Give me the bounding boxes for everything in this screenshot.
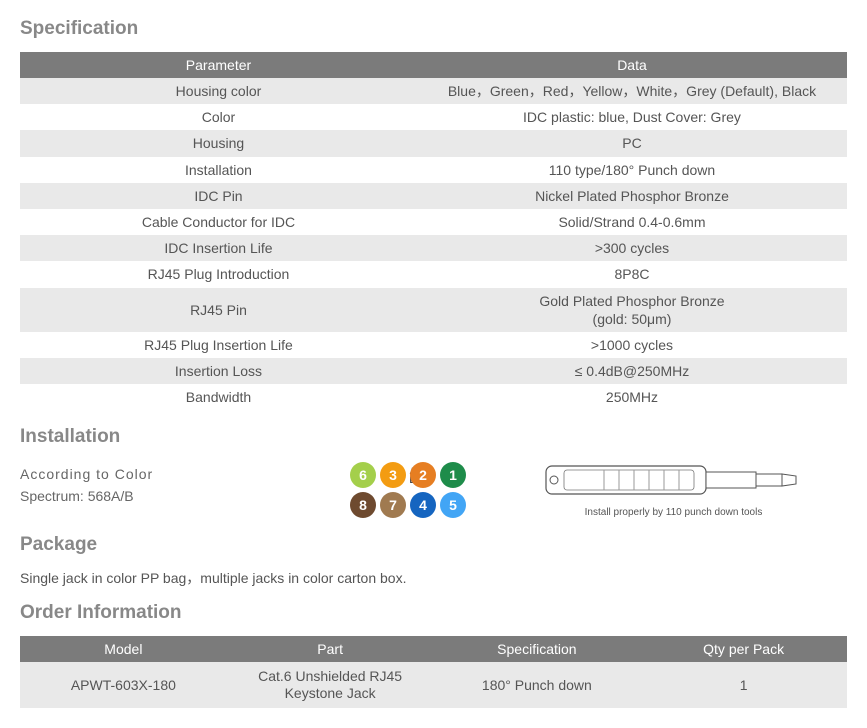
spec-data-cell: 8P8C xyxy=(417,261,847,287)
order-part: Cat.6 Unshielded RJ45 Keystone Jack xyxy=(227,662,434,708)
color-dot: 5 xyxy=(440,492,466,518)
order-qty: 1 xyxy=(640,662,847,708)
spec-param-cell: Installation xyxy=(20,157,417,183)
color-dot: 7 xyxy=(380,492,406,518)
spec-data-cell: 110 type/180° Punch down xyxy=(417,157,847,183)
spec-data-cell: PC xyxy=(417,130,847,156)
installation-line2: Spectrum: 568A/B xyxy=(20,488,320,504)
table-row: Bandwidth250MHz xyxy=(20,384,847,410)
specification-table: Parameter Data Housing colorBlue，Green，R… xyxy=(20,52,847,410)
color-dot: 1 xyxy=(440,462,466,488)
spec-param-cell: RJ45 Plug Insertion Life xyxy=(20,332,417,358)
order-heading: Order Information xyxy=(20,602,847,624)
order-table: Model Part Specification Qty per Pack AP… xyxy=(20,636,847,708)
table-row: Housing colorBlue，Green，Red，Yellow，White… xyxy=(20,78,847,104)
order-model: APWT-603X-180 xyxy=(20,662,227,708)
installation-heading: Installation xyxy=(20,426,847,448)
table-row: IDC Insertion Life>300 cycles xyxy=(20,235,847,261)
spec-param-cell: Insertion Loss xyxy=(20,358,417,384)
installation-line1: According to Color xyxy=(20,466,320,482)
color-dot: 4 xyxy=(410,492,436,518)
order-spec: 180° Punch down xyxy=(434,662,641,708)
color-dot: 3AB xyxy=(380,462,406,488)
order-header-qty: Qty per Pack xyxy=(640,636,847,662)
table-row: HousingPC xyxy=(20,130,847,156)
table-row: IDC PinNickel Plated Phosphor Bronze xyxy=(20,183,847,209)
spec-data-cell: Gold Plated Phosphor Bronze(gold: 50μm) xyxy=(417,288,847,332)
punchdown-tool-diagram: Install properly by 110 punch down tools xyxy=(500,460,847,518)
spec-param-cell: Color xyxy=(20,104,417,130)
order-row: APWT-603X-180 Cat.6 Unshielded RJ45 Keys… xyxy=(20,662,847,708)
spec-data-cell: >1000 cycles xyxy=(417,332,847,358)
table-row: Installation110 type/180° Punch down xyxy=(20,157,847,183)
spec-data-cell: ≤ 0.4dB@250MHz xyxy=(417,358,847,384)
table-row: RJ45 Plug Introduction8P8C xyxy=(20,261,847,287)
spec-data-cell: Nickel Plated Phosphor Bronze xyxy=(417,183,847,209)
color-spectrum-dots: 63AB21 8745 xyxy=(350,462,470,518)
color-dot: 6 xyxy=(350,462,376,488)
table-row: RJ45 Plug Insertion Life>1000 cycles xyxy=(20,332,847,358)
table-row: Insertion Loss≤ 0.4dB@250MHz xyxy=(20,358,847,384)
spec-param-cell: IDC Insertion Life xyxy=(20,235,417,261)
specification-heading: Specification xyxy=(20,18,847,40)
spec-data-cell: IDC plastic: blue, Dust Cover: Grey xyxy=(417,104,847,130)
spec-param-cell: Cable Conductor for IDC xyxy=(20,209,417,235)
color-dot: 8 xyxy=(350,492,376,518)
package-heading: Package xyxy=(20,534,847,556)
spec-param-cell: RJ45 Pin xyxy=(20,288,417,332)
spec-header-parameter: Parameter xyxy=(20,52,417,78)
spec-data-cell: Solid/Strand 0.4-0.6mm xyxy=(417,209,847,235)
order-header-model: Model xyxy=(20,636,227,662)
installation-row: According to Color Spectrum: 568A/B 63AB… xyxy=(20,460,847,518)
color-dot: 2 xyxy=(410,462,436,488)
spec-header-data: Data xyxy=(417,52,847,78)
package-text: Single jack in color PP bag，multiple jac… xyxy=(20,568,847,588)
spec-data-cell: 250MHz xyxy=(417,384,847,410)
spec-param-cell: Housing xyxy=(20,130,417,156)
table-row: Cable Conductor for IDCSolid/Strand 0.4-… xyxy=(20,209,847,235)
tool-caption: Install properly by 110 punch down tools xyxy=(500,507,847,518)
installation-text: According to Color Spectrum: 568A/B xyxy=(20,460,320,510)
spec-param-cell: Housing color xyxy=(20,78,417,104)
spec-param-cell: IDC Pin xyxy=(20,183,417,209)
spec-data-cell: Blue，Green，Red，Yellow，White，Grey (Defaul… xyxy=(417,78,847,104)
table-row: RJ45 PinGold Plated Phosphor Bronze(gold… xyxy=(20,288,847,332)
table-row: ColorIDC plastic: blue, Dust Cover: Grey xyxy=(20,104,847,130)
order-header-spec: Specification xyxy=(434,636,641,662)
spec-data-cell: >300 cycles xyxy=(417,235,847,261)
tool-icon xyxy=(544,460,804,500)
spec-param-cell: Bandwidth xyxy=(20,384,417,410)
order-header-part: Part xyxy=(227,636,434,662)
spec-param-cell: RJ45 Plug Introduction xyxy=(20,261,417,287)
